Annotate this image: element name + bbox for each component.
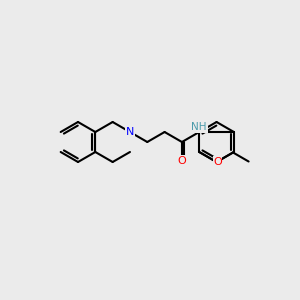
- Text: O: O: [178, 156, 186, 166]
- Text: O: O: [213, 157, 222, 167]
- Text: NH: NH: [191, 122, 207, 132]
- Text: N: N: [126, 127, 134, 137]
